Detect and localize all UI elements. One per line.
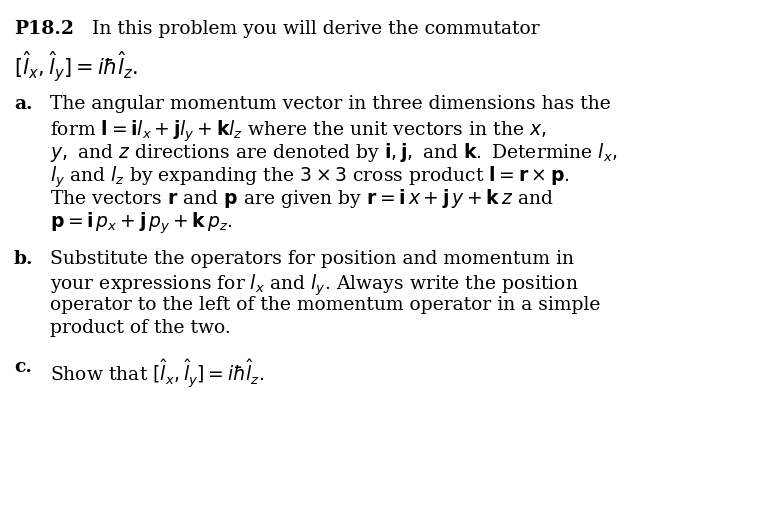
Text: Show that $[\hat{l}_x, \hat{l}_y] = i\hbar\hat{l}_z.$: Show that $[\hat{l}_x, \hat{l}_y] = i\hb… bbox=[50, 358, 264, 389]
Text: P18.2: P18.2 bbox=[14, 20, 74, 38]
Text: The vectors $\mathbf{r}$ and $\mathbf{p}$ are given by $\mathbf{r} = \mathbf{i}\: The vectors $\mathbf{r}$ and $\mathbf{p}… bbox=[50, 187, 554, 210]
Text: c.: c. bbox=[14, 358, 32, 375]
Text: $y,$ and $z$ directions are denoted by $\mathbf{i}, \mathbf{j},$ and $\mathbf{k}: $y,$ and $z$ directions are denoted by $… bbox=[50, 141, 618, 164]
Text: Substitute the operators for position and momentum in: Substitute the operators for position an… bbox=[50, 249, 574, 268]
Text: a.: a. bbox=[14, 95, 33, 113]
Text: $l_y$ and $l_z$ by expanding the $3 \times 3$ cross product $\mathbf{l} = \mathb: $l_y$ and $l_z$ by expanding the $3 \tim… bbox=[50, 164, 569, 189]
Text: your expressions for $l_x$ and $l_y$. Always write the position: your expressions for $l_x$ and $l_y$. Al… bbox=[50, 273, 579, 298]
Text: operator to the left of the momentum operator in a simple: operator to the left of the momentum ope… bbox=[50, 295, 601, 314]
Text: $\mathbf{p} = \mathbf{i}\,p_x + \mathbf{j}\,p_y + \mathbf{k}\,p_z.$: $\mathbf{p} = \mathbf{i}\,p_x + \mathbf{… bbox=[50, 210, 232, 235]
Text: The angular momentum vector in three dimensions has the: The angular momentum vector in three dim… bbox=[50, 95, 611, 113]
Text: product of the two.: product of the two. bbox=[50, 318, 231, 336]
Text: In this problem you will derive the commutator: In this problem you will derive the comm… bbox=[74, 20, 540, 38]
Text: b.: b. bbox=[14, 249, 34, 268]
Text: $[\hat{l}_x, \hat{l}_y] = i\hbar\hat{l}_z.$: $[\hat{l}_x, \hat{l}_y] = i\hbar\hat{l}_… bbox=[14, 50, 138, 84]
Text: form $\mathbf{l} = \mathbf{i}l_x + \mathbf{j}l_y + \mathbf{k}l_z$ where the unit: form $\mathbf{l} = \mathbf{i}l_x + \math… bbox=[50, 118, 547, 143]
